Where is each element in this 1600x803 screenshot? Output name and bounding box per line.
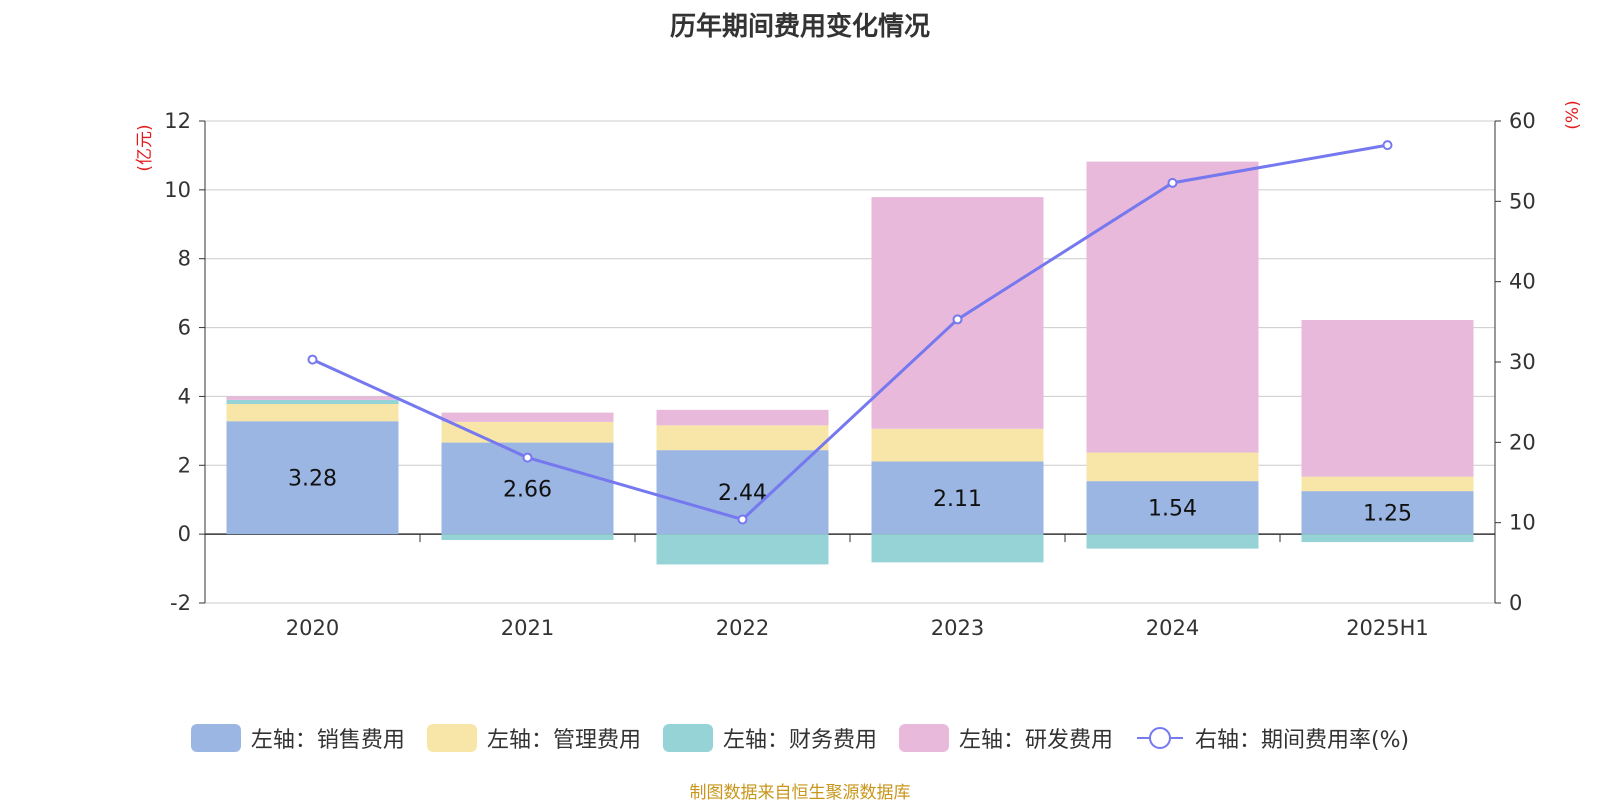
x-axis-label: 2021 [501, 616, 554, 640]
bar-data-label: 2.66 [503, 477, 552, 502]
x-axis-label: 2025H1 [1346, 616, 1429, 640]
bar-segment-series-1 [1301, 476, 1474, 492]
bar-data-label: 3.28 [288, 467, 337, 492]
left-axis-tick-label: 6 [178, 316, 191, 340]
legend: 左轴：销售费用 左轴：管理费用 左轴：财务费用 左轴：研发费用 右轴：期间费用率… [0, 722, 1600, 754]
rate-point [1167, 177, 1178, 188]
left-axis-tick-label: 4 [178, 384, 191, 408]
legend-label-rate: 右轴：期间费用率(%) [1194, 728, 1410, 753]
bar-segment-series-3 [226, 396, 399, 400]
bar-segment-series-0 [871, 461, 1044, 535]
right-axis-tick-label: 60 [1509, 109, 1536, 133]
legend-label-sales: 左轴：销售费用 [250, 728, 405, 753]
bar-segment-series-3 [1086, 161, 1259, 453]
bar-data-label: 2.44 [718, 481, 767, 506]
legend-item-rate[interactable]: 右轴：期间费用率(%) [1135, 722, 1409, 754]
bar-segment-series-2 [871, 534, 1044, 563]
bar-segment-series-2 [656, 534, 829, 565]
legend-label-finance: 左轴：财务费用 [722, 728, 877, 753]
data-source-note: 制图数据来自恒生聚源数据库 [689, 783, 911, 803]
bar-segment-series-0 [1301, 491, 1474, 535]
chart-canvas: -2 0 2 4 6 8 10 12 0 10 20 30 40 50 60 (亿元) (%) 2020 2021 2… [135, 100, 1583, 640]
bar-segment-series-3 [1301, 319, 1474, 477]
rate-point [737, 514, 748, 525]
bar-segment-series-0 [1086, 481, 1259, 535]
rate-point [1382, 140, 1393, 151]
bar-segment-series-3 [656, 409, 829, 426]
rate-point [952, 314, 963, 325]
bar-segment-series-2 [441, 534, 614, 540]
legend-item-rd[interactable]: 左轴：研发费用 [898, 722, 1113, 754]
bar-segment-series-0 [226, 421, 399, 535]
right-axis-tick-label: 40 [1509, 270, 1536, 294]
legend-swatch-admin [426, 724, 477, 752]
legend-swatch-finance [662, 724, 713, 752]
left-axis-tick-label: 10 [164, 178, 191, 202]
rate-point [522, 452, 533, 463]
right-axis-tick-label: 10 [1509, 511, 1536, 535]
legend-item-admin[interactable]: 左轴：管理费用 [426, 722, 641, 754]
bar-data-label: 1.54 [1148, 497, 1197, 522]
x-axis-label: 2022 [716, 616, 769, 640]
chart-title: 历年期间费用变化情况 [669, 12, 930, 42]
legend-label-admin: 左轴：管理费用 [486, 728, 641, 753]
bar-segment-series-2 [1086, 534, 1259, 549]
bar-data-label: 1.25 [1363, 502, 1412, 527]
bar-segment-series-2 [1301, 534, 1474, 543]
bar-segment-series-2 [226, 399, 399, 405]
left-axis-tick-label: 0 [178, 522, 191, 546]
rate-line [311, 143, 1388, 522]
right-axis-tick-label: 0 [1509, 591, 1522, 615]
bar-segment-series-1 [226, 404, 399, 422]
legend-item-finance[interactable]: 左轴：财务费用 [662, 722, 877, 754]
x-axis-label: 2020 [286, 616, 339, 640]
x-axis-label: 2023 [931, 616, 984, 640]
legend-swatch-sales [190, 724, 241, 752]
bar-segment-series-1 [871, 428, 1044, 462]
bar-segment-series-1 [441, 421, 614, 443]
x-axis-label: 2024 [1146, 616, 1199, 640]
left-axis-tick-label: 2 [178, 453, 191, 477]
rate-point [307, 354, 318, 365]
right-axis-unit: (%) [1563, 100, 1583, 129]
bar-segment-series-1 [1086, 452, 1259, 482]
bar-data-label: 2.11 [933, 487, 982, 512]
left-axis-tick-label: 12 [164, 109, 191, 133]
right-axis-tick-label: 50 [1509, 189, 1536, 213]
right-axis-tick-label: 30 [1509, 350, 1536, 374]
legend-label-rd: 左轴：研发费用 [958, 728, 1113, 753]
left-axis-unit: (亿元) [135, 124, 155, 171]
bar-segment-series-3 [441, 412, 614, 422]
legend-item-sales[interactable]: 左轴：销售费用 [190, 722, 405, 754]
bar-segment-series-3 [871, 197, 1044, 429]
left-axis-tick-label: -2 [170, 591, 191, 615]
bar-segment-series-1 [656, 425, 829, 451]
left-axis-tick-label: 8 [178, 247, 191, 271]
right-axis-tick-label: 20 [1509, 430, 1536, 454]
legend-line-circle-icon [1136, 727, 1183, 749]
legend-swatch-rd [898, 724, 949, 752]
